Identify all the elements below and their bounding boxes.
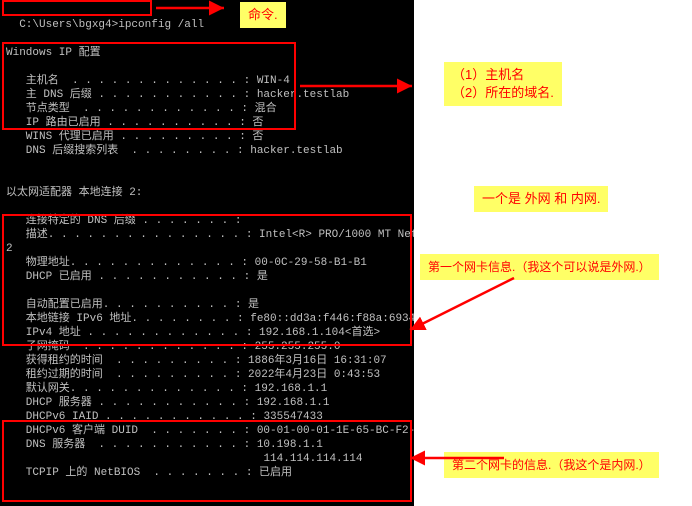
terminal-line: 默认网关. . . . . . . . . . . . . : 192.168.… bbox=[6, 382, 408, 396]
annot-host: （1）主机名 （2）所在的域名. bbox=[444, 62, 562, 106]
arrow-nic1 bbox=[404, 270, 524, 350]
annot-note1: 一个是 外网 和 内网. bbox=[474, 186, 608, 212]
terminal-line: 租约过期的时间 . . . . . . . . . : 2022年4月23日 0… bbox=[6, 368, 408, 382]
box-nic2 bbox=[2, 420, 412, 502]
annot-note2: 第一个网卡信息.（我这个可以说是外网.） bbox=[420, 254, 659, 280]
box-host bbox=[2, 42, 296, 130]
terminal-window: C:\Users\bgxg4>ipconfig /all Windows IP … bbox=[0, 0, 414, 506]
terminal-line: WINS 代理已启用 . . . . . . . . . : 否 bbox=[6, 130, 408, 144]
prompt: C:\Users\bgxg4> bbox=[19, 19, 118, 31]
prompt-line: C:\Users\bgxg4>ipconfig /all bbox=[19, 19, 204, 31]
box-command bbox=[2, 0, 152, 16]
annot-host-line1: （1）主机名 bbox=[452, 66, 554, 84]
command: ipconfig /all bbox=[118, 19, 204, 31]
box-nic1 bbox=[2, 214, 412, 346]
annot-note3: 第二个网卡的信息.（我这个是内网.） bbox=[444, 452, 659, 478]
terminal-line: DHCP 服务器 . . . . . . . . . . . : 192.168… bbox=[6, 396, 408, 410]
terminal-line: DNS 后缀搜索列表 . . . . . . . . : hacker.test… bbox=[6, 144, 408, 158]
annot-command: 命令. bbox=[240, 2, 286, 28]
annotation-panel: （1）主机名 （2）所在的域名. 一个是 外网 和 内网. 第一个网卡信息.（我… bbox=[414, 0, 692, 506]
annot-host-line2: （2）所在的域名. bbox=[452, 84, 554, 102]
terminal-line: 获得租约的时间 . . . . . . . . . : 1886年3月16日 1… bbox=[6, 354, 408, 368]
arrow-cmd bbox=[152, 0, 232, 20]
adapter1-title: 以太网适配器 本地连接 2: bbox=[6, 187, 142, 199]
